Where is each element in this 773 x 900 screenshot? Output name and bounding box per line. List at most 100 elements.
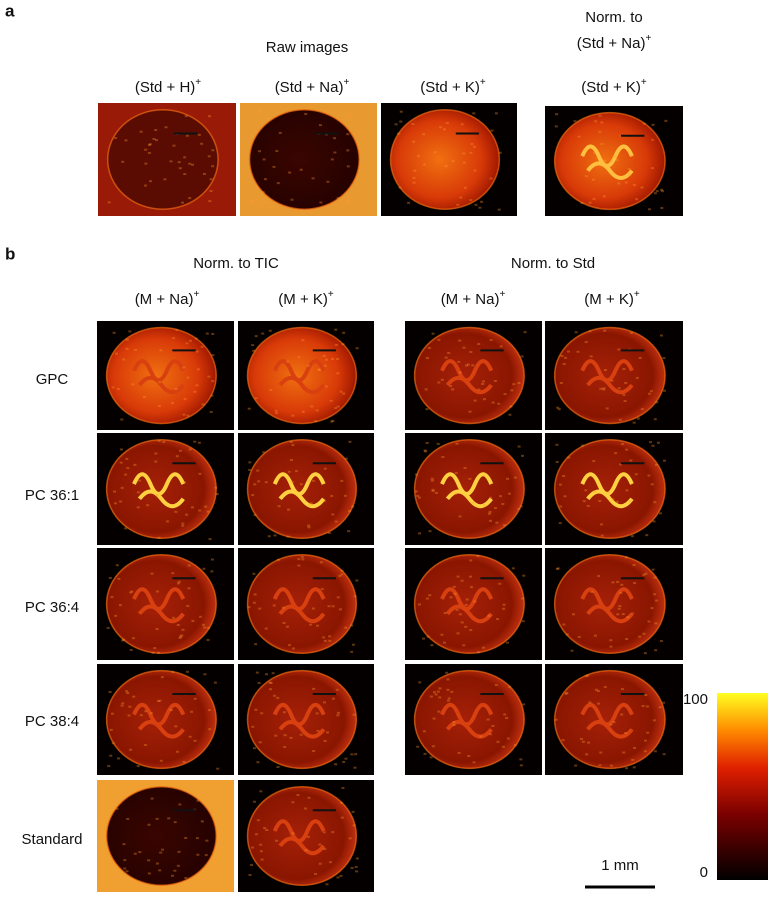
- noise: [411, 123, 415, 126]
- noise: [331, 831, 335, 834]
- noise: [340, 479, 344, 482]
- noise: [252, 349, 256, 352]
- column-label: (Std + Na)+: [275, 77, 350, 96]
- noise: [638, 635, 642, 638]
- noise: [309, 623, 313, 626]
- noise: [354, 753, 358, 756]
- panel-label: b: [5, 244, 15, 263]
- noise: [186, 604, 190, 607]
- noise: [417, 496, 421, 499]
- noise: [288, 171, 292, 174]
- noise: [431, 488, 435, 491]
- noise: [190, 506, 194, 509]
- tissue-pattern: [272, 472, 326, 509]
- noise: [513, 476, 517, 479]
- noise: [660, 188, 664, 191]
- noise: [450, 690, 454, 693]
- noise: [605, 407, 609, 410]
- noise: [158, 381, 162, 384]
- noise: [662, 753, 666, 756]
- tissue-rim: [413, 438, 525, 540]
- noise: [455, 608, 459, 611]
- noise: [494, 112, 498, 115]
- noise: [257, 681, 261, 684]
- scale-bar-label: 1 mm: [601, 857, 639, 874]
- noise: [299, 168, 303, 171]
- noise: [111, 742, 115, 745]
- noise: [488, 519, 492, 522]
- noise: [581, 740, 585, 743]
- noise: [416, 155, 420, 158]
- noise: [493, 507, 497, 510]
- noise: [428, 594, 432, 597]
- noise: [469, 151, 473, 154]
- noise: [340, 573, 344, 576]
- noise: [184, 876, 188, 879]
- noise: [598, 130, 602, 133]
- noise: [329, 399, 333, 402]
- row-label: PC 36:4: [25, 599, 79, 616]
- noise: [617, 182, 621, 185]
- noise: [290, 480, 294, 483]
- noise: [633, 582, 637, 585]
- noise: [174, 387, 178, 390]
- tissue: [106, 786, 217, 886]
- tissue-rim: [105, 553, 217, 655]
- noise: [423, 752, 427, 755]
- noise: [178, 636, 182, 639]
- noise: [660, 190, 664, 193]
- noise: [650, 167, 654, 170]
- noise: [185, 670, 189, 673]
- noise: [559, 505, 563, 508]
- noise: [618, 605, 622, 608]
- noise: [422, 730, 426, 733]
- noise: [196, 368, 200, 371]
- noise: [289, 736, 293, 739]
- noise: [457, 751, 461, 754]
- noise: [622, 368, 626, 371]
- noise: [147, 872, 151, 875]
- noise: [259, 850, 263, 853]
- noise: [446, 699, 450, 702]
- noise: [520, 597, 524, 600]
- superscript: +: [499, 289, 505, 300]
- noise: [603, 159, 607, 162]
- noise: [523, 331, 527, 334]
- noise: [570, 649, 574, 652]
- noise: [299, 483, 303, 486]
- noise: [177, 582, 181, 585]
- noise: [414, 473, 418, 476]
- noise: [287, 644, 291, 647]
- noise: [301, 410, 305, 413]
- noise: [488, 510, 492, 513]
- noise: [473, 600, 477, 603]
- noise: [333, 137, 337, 140]
- noise: [115, 352, 119, 355]
- noise: [407, 201, 411, 204]
- noise: [445, 121, 449, 124]
- tissue-rim: [248, 109, 360, 210]
- noise: [181, 201, 185, 204]
- noise: [170, 874, 174, 877]
- noise: [588, 201, 592, 204]
- noise: [202, 567, 206, 570]
- noise: [468, 477, 472, 480]
- noise: [498, 582, 502, 585]
- noise: [418, 681, 422, 684]
- noise: [655, 463, 659, 466]
- noise: [272, 604, 276, 607]
- noise: [625, 448, 629, 451]
- noise: [124, 473, 128, 476]
- noise: [120, 704, 124, 707]
- noise: [272, 165, 276, 168]
- noise: [211, 165, 215, 168]
- noise: [352, 824, 356, 827]
- noise: [200, 345, 204, 348]
- noise: [594, 688, 598, 691]
- noise: [139, 130, 143, 133]
- tissue-pattern: [580, 359, 634, 395]
- noise: [394, 123, 398, 126]
- noise: [291, 444, 295, 447]
- noise: [464, 364, 468, 367]
- noise: [609, 723, 613, 726]
